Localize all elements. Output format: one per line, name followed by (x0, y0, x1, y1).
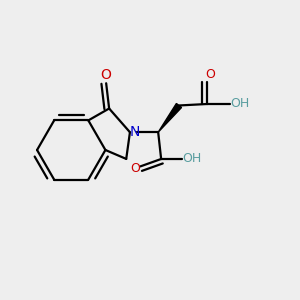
Text: OH: OH (230, 97, 249, 110)
Text: N: N (130, 125, 140, 139)
Text: O: O (130, 162, 140, 175)
Text: OH: OH (182, 152, 202, 166)
Text: O: O (205, 68, 215, 81)
Polygon shape (158, 103, 181, 132)
Text: O: O (101, 68, 112, 82)
